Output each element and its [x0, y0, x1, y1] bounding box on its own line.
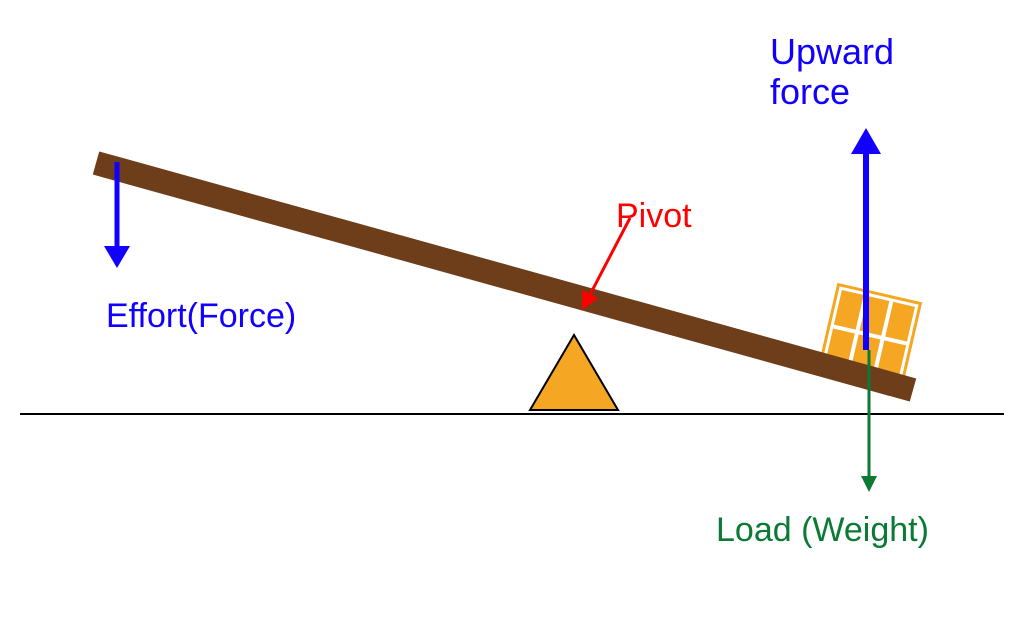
- lever-beam: [96, 163, 913, 390]
- upward-force-label: Upward force: [770, 32, 894, 111]
- load-label: Load (Weight): [716, 512, 929, 549]
- upward-arrow-head: [851, 128, 881, 154]
- load-arrow-head: [861, 476, 877, 492]
- lever-diagram: Effort(Force) Pivot Upward force Load (W…: [0, 0, 1024, 642]
- effort-label: Effort(Force): [106, 298, 296, 335]
- effort-arrow-head: [104, 246, 130, 268]
- fulcrum: [530, 335, 618, 410]
- pivot-label: Pivot: [616, 198, 692, 235]
